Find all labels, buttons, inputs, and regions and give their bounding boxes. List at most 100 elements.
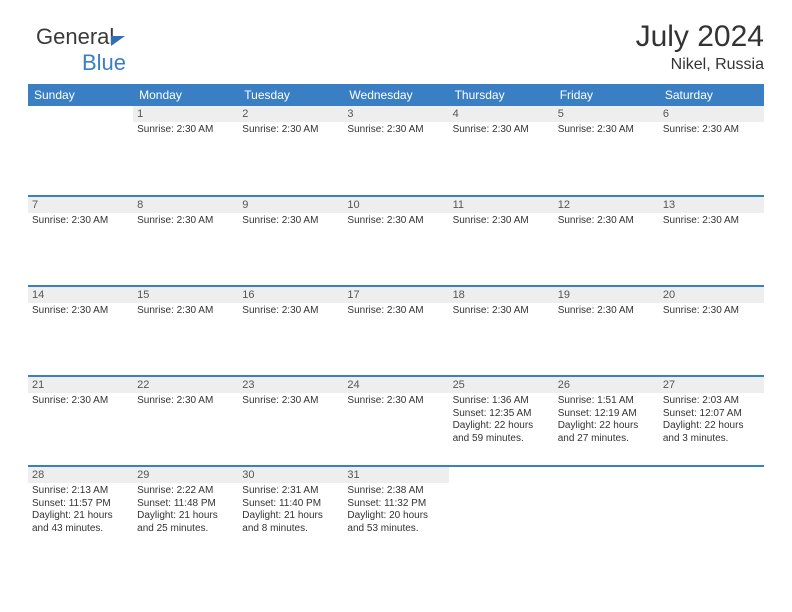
cell-details: Sunrise: 2:13 AMSunset: 11:57 PMDaylight…: [28, 483, 133, 537]
cell-detail-line: Daylight: 22 hours and 59 minutes.: [453, 420, 550, 445]
day-number: 1: [133, 106, 238, 122]
cell-detail-line: Sunrise: 2:30 AM: [558, 215, 655, 228]
day-number: 15: [133, 287, 238, 303]
calendar-cell: 26 Sunrise: 1:51 AMSunset: 12:19 AMDaylig…: [554, 376, 659, 466]
cell-detail-line: Daylight: 21 hours and 25 minutes.: [137, 510, 234, 535]
day-number: 22: [133, 377, 238, 393]
brand-part1: General: [36, 24, 114, 49]
cell-details: Sunrise: 2:30 AM: [238, 303, 343, 320]
cell-details: Sunrise: 2:38 AMSunset: 11:32 PMDaylight…: [343, 483, 448, 537]
cell-details: Sunrise: 2:30 AM: [343, 393, 448, 410]
calendar-cell: 13 Sunrise: 2:30 AM: [659, 196, 764, 286]
cell-details: Sunrise: 2:31 AMSunset: 11:40 PMDaylight…: [238, 483, 343, 537]
calendar-cell: 6Sunrise: 2:30 AM: [659, 106, 764, 196]
cell-detail-line: Sunset: 11:57 PM: [32, 498, 129, 511]
cell-detail-line: Daylight: 21 hours and 8 minutes.: [242, 510, 339, 535]
cell-detail-line: Sunrise: 2:30 AM: [242, 305, 339, 318]
cell-detail-line: Daylight: 22 hours and 3 minutes.: [663, 420, 760, 445]
cell-details: Sunrise: 2:30 AM: [659, 303, 764, 320]
calendar-cell: 28Sunrise: 2:13 AMSunset: 11:57 PMDaylig…: [28, 466, 133, 556]
brand-triangle-icon: [111, 36, 125, 46]
cell-detail-line: Sunrise: 1:51 AM: [558, 395, 655, 408]
calendar-week-row: 7Sunrise: 2:30 AM8Sunrise: 2:30 AM9Sunri…: [28, 196, 764, 286]
brand-logo: General Blue: [36, 24, 126, 76]
brand-part2: Blue: [82, 50, 126, 75]
cell-details: Sunrise: 2:30 AM: [28, 213, 133, 230]
weekday-header: Friday: [554, 84, 659, 106]
calendar-cell: 17Sunrise: 2:30 AM: [343, 286, 448, 376]
cell-detail-line: Daylight: 21 hours and 43 minutes.: [32, 510, 129, 535]
calendar-cell: 14 Sunrise: 2:30 AM: [28, 286, 133, 376]
day-number: [449, 467, 554, 483]
calendar-cell: 9Sunrise: 2:30 AM: [238, 196, 343, 286]
cell-details: Sunrise: 2:30 AM: [133, 393, 238, 410]
day-number: [28, 106, 133, 122]
cell-detail-line: Daylight: 22 hours and 27 minutes.: [558, 420, 655, 445]
day-number: 26: [554, 377, 659, 393]
cell-detail-line: Sunrise: 2:30 AM: [663, 124, 760, 137]
calendar-cell: 10Sunrise: 2:30 AM: [343, 196, 448, 286]
calendar-week-row: 28Sunrise: 2:13 AMSunset: 11:57 PMDaylig…: [28, 466, 764, 556]
cell-details: Sunrise: 2:30 AM: [659, 122, 764, 139]
cell-details: Sunrise: 2:30 AM: [449, 303, 554, 320]
calendar-cell: 21Sunrise: 2:30 AM: [28, 376, 133, 466]
cell-details: Sunrise: 2:30 AM: [554, 122, 659, 139]
cell-detail-line: Sunset: 11:32 PM: [347, 498, 444, 511]
weekday-header: Sunday: [28, 84, 133, 106]
calendar-cell: 30Sunrise: 2:31 AMSunset: 11:40 PMDaylig…: [238, 466, 343, 556]
cell-detail-line: Sunrise: 2:03 AM: [663, 395, 760, 408]
calendar-cell: 3Sunrise: 2:30 AM: [343, 106, 448, 196]
cell-details: Sunrise: 2:30 AM: [238, 213, 343, 230]
cell-detail-line: Sunset: 11:40 PM: [242, 498, 339, 511]
cell-detail-line: Sunrise: 2:30 AM: [137, 124, 234, 137]
calendar-cell: 16Sunrise: 2:30 AM: [238, 286, 343, 376]
cell-details: Sunrise: 2:30 AM: [133, 303, 238, 320]
day-number: 21: [28, 377, 133, 393]
day-number: 8: [133, 197, 238, 213]
title-block: July 2024 Nikel, Russia: [28, 20, 764, 74]
cell-detail-line: Sunrise: 2:30 AM: [453, 124, 550, 137]
cell-details: Sunrise: 2:30 AM: [554, 303, 659, 320]
calendar-cell: 27Sunrise: 2:03 AMSunset: 12:07 AMDaylig…: [659, 376, 764, 466]
day-number: 25: [449, 377, 554, 393]
cell-details: Sunrise: 2:30 AM: [238, 122, 343, 139]
calendar-cell: [659, 466, 764, 556]
cell-detail-line: Sunset: 12:19 AM: [558, 408, 655, 421]
day-number: 10: [343, 197, 448, 213]
cell-detail-line: Sunrise: 2:30 AM: [663, 215, 760, 228]
calendar-week-row: 21Sunrise: 2:30 AM22Sunrise: 2:30 AM23Su…: [28, 376, 764, 466]
day-number: 12: [554, 197, 659, 213]
cell-detail-line: Sunrise: 2:30 AM: [32, 305, 129, 318]
calendar-cell: 22Sunrise: 2:30 AM: [133, 376, 238, 466]
weekday-header: Tuesday: [238, 84, 343, 106]
cell-detail-line: Sunrise: 2:30 AM: [32, 215, 129, 228]
calendar-cell: 31Sunrise: 2:38 AMSunset: 11:32 PMDaylig…: [343, 466, 448, 556]
day-number: 31: [343, 467, 448, 483]
calendar-week-row: 1Sunrise: 2:30 AM2Sunrise: 2:30 AM3Sunri…: [28, 106, 764, 196]
calendar-cell: 1 Sunrise: 2:30 AM: [133, 106, 238, 196]
weekday-header: Monday: [133, 84, 238, 106]
cell-detail-line: Sunrise: 2:30 AM: [242, 215, 339, 228]
cell-detail-line: Sunrise: 2:30 AM: [453, 215, 550, 228]
day-number: 3: [343, 106, 448, 122]
day-number: 14: [28, 287, 133, 303]
day-number: 11: [449, 197, 554, 213]
cell-details: Sunrise: 2:30 AM: [238, 393, 343, 410]
day-number: 23: [238, 377, 343, 393]
cell-details: Sunrise: 2:30 AM: [449, 213, 554, 230]
cell-detail-line: Sunrise: 2:30 AM: [347, 305, 444, 318]
weekday-header: Thursday: [449, 84, 554, 106]
day-number: 30: [238, 467, 343, 483]
calendar-table: Sunday Monday Tuesday Wednesday Thursday…: [28, 84, 764, 556]
calendar-cell: 29Sunrise: 2:22 AMSunset: 11:48 PMDaylig…: [133, 466, 238, 556]
day-number: 13: [659, 197, 764, 213]
day-number: 19: [554, 287, 659, 303]
cell-detail-line: Sunrise: 2:38 AM: [347, 485, 444, 498]
cell-detail-line: Sunset: 12:35 AM: [453, 408, 550, 421]
cell-detail-line: Sunset: 11:48 PM: [137, 498, 234, 511]
cell-details: Sunrise: 2:22 AMSunset: 11:48 PMDaylight…: [133, 483, 238, 537]
calendar-cell: 8Sunrise: 2:30 AM: [133, 196, 238, 286]
day-number: [554, 467, 659, 483]
cell-details: Sunrise: 2:30 AM: [133, 213, 238, 230]
location-label: Nikel, Russia: [28, 56, 764, 74]
